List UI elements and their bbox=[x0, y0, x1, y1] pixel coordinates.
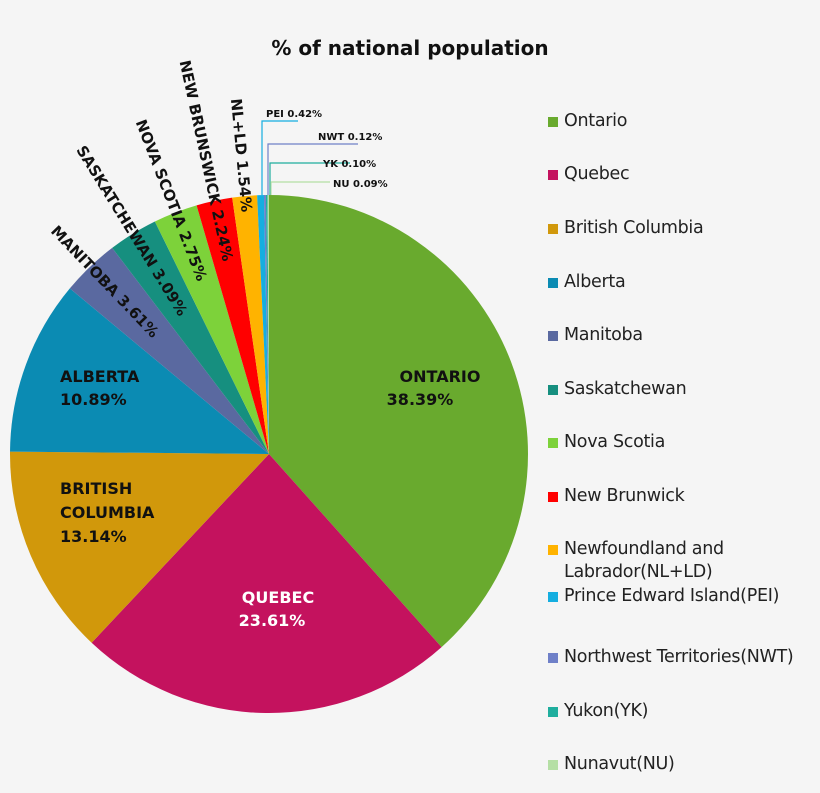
legend-label: Newfoundland and Labrador(NL+LD) bbox=[564, 539, 724, 582]
pie-slice-british-columbia[interactable] bbox=[9, 451, 269, 643]
legend-swatch bbox=[548, 224, 558, 234]
legend-item: Saskatchewan bbox=[548, 378, 687, 401]
slice-label: NU 0.09% bbox=[333, 179, 388, 190]
legend-item: Nunavut(NU) bbox=[548, 753, 675, 776]
legend-item: Newfoundland and Labrador(NL+LD) bbox=[548, 538, 724, 584]
pie-slice-saskatchewan[interactable] bbox=[112, 221, 269, 454]
legend-swatch bbox=[548, 592, 558, 602]
legend-label: Prince Edward Island(PEI) bbox=[564, 586, 780, 606]
slice-label: PEI 0.42% bbox=[266, 109, 322, 120]
pie-slice-alberta[interactable] bbox=[10, 288, 269, 454]
pie-slice-ontario[interactable] bbox=[269, 195, 528, 648]
legend-swatch bbox=[548, 760, 558, 770]
slice-label: COLUMBIA bbox=[60, 503, 155, 522]
legend-item: Prince Edward Island(PEI) bbox=[548, 585, 779, 608]
legend-item: Nova Scotia bbox=[548, 431, 665, 454]
legend-label: Alberta bbox=[564, 272, 626, 292]
leader-line bbox=[270, 181, 330, 195]
legend-label: New Brunwick bbox=[564, 486, 685, 506]
legend-swatch bbox=[548, 707, 558, 717]
legend-swatch bbox=[548, 492, 558, 502]
legend-label: Manitoba bbox=[564, 325, 643, 345]
slice-label: BRITISH bbox=[60, 479, 132, 498]
legend-swatch bbox=[548, 278, 558, 288]
slice-label: NL+LD 1.54% bbox=[227, 98, 256, 213]
legend-swatch bbox=[548, 545, 558, 555]
legend-label: Nova Scotia bbox=[564, 432, 666, 452]
pie-slice-nova-scotia[interactable] bbox=[154, 205, 269, 454]
legend-label: Nunavut(NU) bbox=[564, 754, 675, 774]
leader-line bbox=[261, 120, 298, 195]
slice-label: ALBERTA bbox=[60, 367, 140, 386]
pie-slice-nunavut-nu-[interactable] bbox=[267, 195, 269, 454]
slice-label: 23.61% bbox=[239, 611, 306, 630]
legend-label: Yukon(YK) bbox=[564, 701, 649, 721]
leader-line bbox=[267, 143, 358, 195]
legend-label: British Columbia bbox=[564, 218, 704, 238]
legend-item: Manitoba bbox=[548, 324, 643, 347]
leader-line bbox=[269, 162, 350, 195]
pie-slice-yukon-yk-[interactable] bbox=[265, 195, 269, 454]
pie-slice-quebec[interactable] bbox=[91, 454, 442, 713]
pie-slice-manitoba[interactable] bbox=[69, 247, 269, 454]
legend-item: Yukon(YK) bbox=[548, 700, 649, 723]
legend-swatch bbox=[548, 170, 558, 180]
slice-label: 10.89% bbox=[60, 390, 127, 409]
legend-item: Northwest Territories(NWT) bbox=[548, 646, 794, 669]
pie-slice-new-brunwick[interactable] bbox=[196, 197, 269, 454]
pie-slice-prince-edward-island-pei-[interactable] bbox=[257, 195, 269, 454]
slice-label: YK 0.10% bbox=[322, 159, 376, 170]
slice-label: 38.39% bbox=[387, 390, 454, 409]
legend-item: Quebec bbox=[548, 163, 630, 186]
slice-label: QUEBEC bbox=[242, 588, 314, 607]
legend-item: Alberta bbox=[548, 271, 626, 294]
legend-label: Saskatchewan bbox=[564, 379, 687, 399]
legend-swatch bbox=[548, 117, 558, 127]
pie-slice-northwest-territories-nwt-[interactable] bbox=[263, 195, 269, 454]
legend-item: British Columbia bbox=[548, 217, 704, 240]
legend-item: Ontario bbox=[548, 110, 627, 133]
slice-label: 13.14% bbox=[60, 527, 127, 546]
chart-title: % of national population bbox=[271, 36, 549, 60]
legend-label: Quebec bbox=[564, 164, 630, 184]
slice-label: ONTARIO bbox=[400, 367, 481, 386]
legend-swatch bbox=[548, 385, 558, 395]
legend-swatch bbox=[548, 438, 558, 448]
legend-swatch bbox=[548, 653, 558, 663]
legend-swatch bbox=[548, 331, 558, 341]
slice-label: NWT 0.12% bbox=[318, 132, 382, 143]
legend-label: Northwest Territories(NWT) bbox=[564, 647, 794, 667]
pie-slice-newfoundland-and-labrador-nl-ld-[interactable] bbox=[232, 195, 269, 454]
legend-label: Ontario bbox=[564, 111, 628, 131]
legend-item: New Brunwick bbox=[548, 485, 685, 508]
